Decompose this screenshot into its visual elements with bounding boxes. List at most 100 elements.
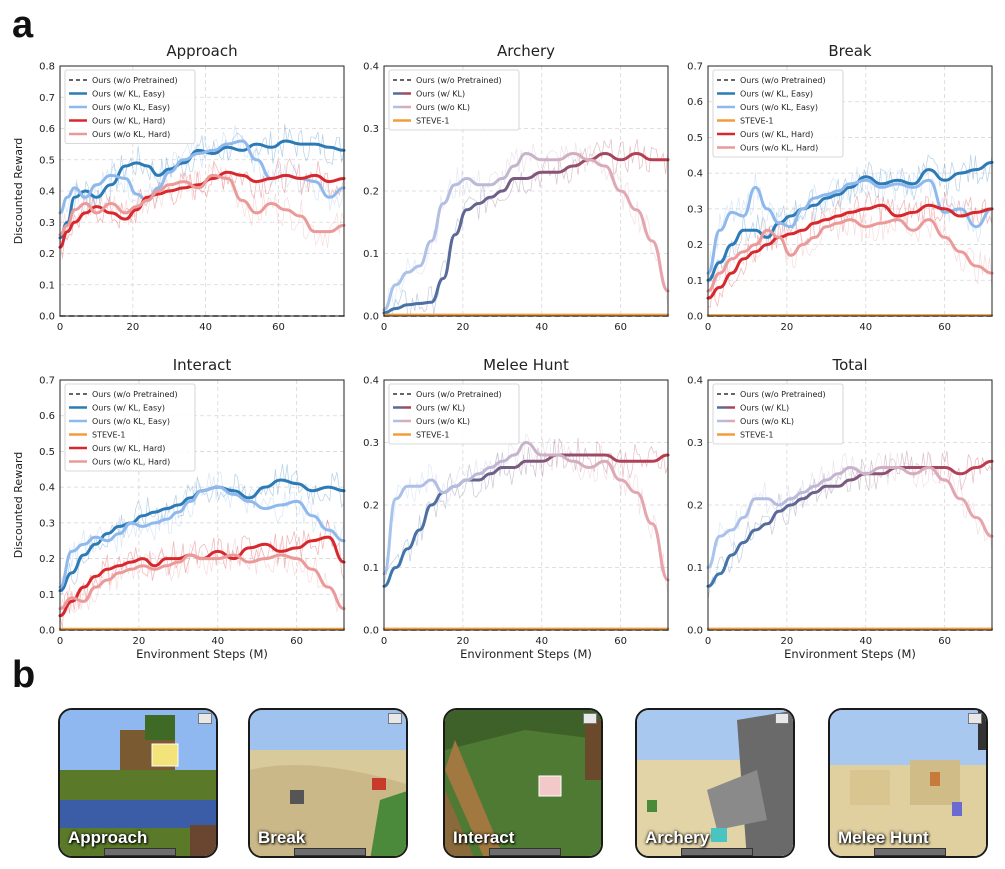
plot-frame <box>59 379 345 631</box>
series-noise-trace <box>707 204 993 298</box>
legend-label: Ours (w/ KL, Hard) <box>740 130 813 139</box>
chart-approach: 0.0 0.1 0.2 0.3 0.4 0.5 0.6 0.7 0.8 0 20 40 60 Approa… <box>12 42 346 333</box>
series-line-ours-w-kl- <box>706 459 994 588</box>
legend-label: Ours (w/o KL, Hard) <box>740 144 818 153</box>
y-tick-label: 0.7 <box>39 93 55 104</box>
legend-label: Ours (w/o Pretrained) <box>416 76 502 85</box>
y-tick-label: 0.1 <box>687 563 703 574</box>
series-line-ours-w-kl-hard- <box>58 170 346 249</box>
legend-label: Ours (w/ KL, Easy) <box>92 404 165 413</box>
series-noise-trace <box>59 538 345 616</box>
legend-box <box>712 69 844 158</box>
y-tick-label: 0.4 <box>687 169 703 180</box>
y-tick-label: 0.0 <box>687 312 703 323</box>
y-tick-label: 0.3 <box>687 438 703 449</box>
series-line-ours-w-o-kl-easy- <box>706 178 994 275</box>
legend-label: Ours (w/o Pretrained) <box>92 390 178 399</box>
legend-label: Ours (w/ KL) <box>416 404 465 413</box>
series-noise-trace <box>707 190 993 308</box>
thumbnail-break: Break <box>248 708 408 858</box>
y-tick-label: 0.2 <box>363 187 379 198</box>
panel-label-b: b <box>12 654 36 696</box>
chart-archery: 0.0 0.1 0.2 0.3 0.4 0 20 40 60 Archery Ours (w/o P… <box>363 42 670 333</box>
series-noise-trace <box>59 124 345 242</box>
x-axis-label: Environment Steps (M) <box>784 647 916 661</box>
thumbnail-label: Interact <box>453 828 515 847</box>
y-tick-label: 0.1 <box>363 563 379 574</box>
legend-label: Ours (w/ KL, Easy) <box>92 90 165 99</box>
thumbnail-approach: Approach <box>58 708 218 858</box>
x-tick-label: 0 <box>705 322 711 333</box>
hotbar <box>681 848 753 856</box>
x-tick-label: 60 <box>290 636 303 647</box>
legend-label: Ours (w/o KL, Easy) <box>92 103 170 112</box>
y-axis-label: Discounted Reward <box>12 138 25 245</box>
thumbnail-label: Approach <box>68 828 148 847</box>
legend-label: Ours (w/ KL, Hard) <box>92 444 165 453</box>
hotbar <box>294 848 366 856</box>
legend-box <box>388 383 520 445</box>
chart-grid: 0.0 0.1 0.2 0.3 0.4 0.5 0.6 0.7 0.8 0 20 40 60 Approa… <box>12 42 994 661</box>
x-tick-label: 0 <box>57 322 63 333</box>
series-line-ours-w-o-kl-hard- <box>58 173 346 237</box>
hotbar <box>489 848 561 856</box>
legend-label: Ours (w/ KL, Easy) <box>740 90 813 99</box>
series-noise-trace <box>59 471 345 590</box>
thumbnail-interact: Interact <box>443 708 603 858</box>
x-tick-label: 40 <box>859 322 872 333</box>
legend-box <box>712 383 844 445</box>
y-tick-label: 0.4 <box>687 376 703 387</box>
legend-label: Ours (w/ KL, Hard) <box>92 117 165 126</box>
hotbar <box>874 848 946 856</box>
x-tick-label: 20 <box>133 636 146 647</box>
scene-break-image <box>250 710 406 856</box>
x-tick-label: 40 <box>211 636 224 647</box>
series-line-ours-w-kl-hard- <box>58 535 346 618</box>
plot-frame <box>707 65 993 317</box>
legend-box <box>64 69 196 144</box>
chart-title: Interact <box>173 356 232 374</box>
screen-corner-icon <box>198 713 212 724</box>
chart-title: Break <box>828 42 872 60</box>
legend-label: Ours (w/o KL, Easy) <box>92 417 170 426</box>
chart-break: 0.0 0.1 0.2 0.3 0.4 0.5 0.6 0.7 0 20 40 60 Break Ours… <box>687 42 994 333</box>
chart-melee-hunt: 0.0 0.1 0.2 0.3 0.4 0 20 40 60 Melee Hunt Environm… <box>363 356 670 661</box>
x-tick-label: 40 <box>199 322 212 333</box>
screen-corner-icon <box>388 713 402 724</box>
x-tick-label: 0 <box>381 322 387 333</box>
screen-corner-icon <box>583 713 597 724</box>
plot-frame <box>59 65 345 317</box>
chart-title: Archery <box>497 42 555 60</box>
legend-box <box>388 69 520 131</box>
series-line-ours-w-o-kl- <box>382 151 670 312</box>
series-noise-trace <box>59 125 345 229</box>
x-tick-label: 60 <box>938 636 951 647</box>
legend-label: Ours (w/ KL) <box>740 404 789 413</box>
series-noise-trace <box>383 139 669 317</box>
x-tick-label: 20 <box>457 636 470 647</box>
chart-total: 0.0 0.1 0.2 0.3 0.4 0 20 40 60 Total Environment S… <box>687 356 994 661</box>
legend-label: Ours (w/o KL) <box>416 103 470 112</box>
y-tick-label: 0.2 <box>687 240 703 251</box>
y-tick-label: 0.4 <box>363 376 379 387</box>
thumbnail-label: Archery <box>645 828 710 847</box>
y-tick-label: 0.4 <box>39 483 55 494</box>
x-axis-label: Environment Steps (M) <box>460 647 592 661</box>
legend-label: STEVE-1 <box>740 117 774 126</box>
legend-label: STEVE-1 <box>416 431 450 440</box>
series-line-ours-w-o-kl-easy- <box>58 485 346 589</box>
plot-frame <box>383 65 669 317</box>
series-line-ours-w-kl- <box>382 453 670 588</box>
series-noise-trace <box>707 452 993 574</box>
y-tick-label: 0.2 <box>363 501 379 512</box>
y-tick-label: 0.1 <box>363 249 379 260</box>
y-tick-label: 0.4 <box>39 187 55 198</box>
scene-approach-image <box>60 710 216 856</box>
series-noise-trace <box>59 162 345 249</box>
y-tick-label: 0.5 <box>39 155 55 166</box>
thumbnail-label: Melee Hunt <box>838 828 929 847</box>
y-tick-label: 0.2 <box>687 501 703 512</box>
y-tick-label: 0.6 <box>687 97 703 108</box>
series-line-ours-w-kl-hard- <box>706 203 994 300</box>
scene-melee-hunt-image <box>830 710 986 856</box>
